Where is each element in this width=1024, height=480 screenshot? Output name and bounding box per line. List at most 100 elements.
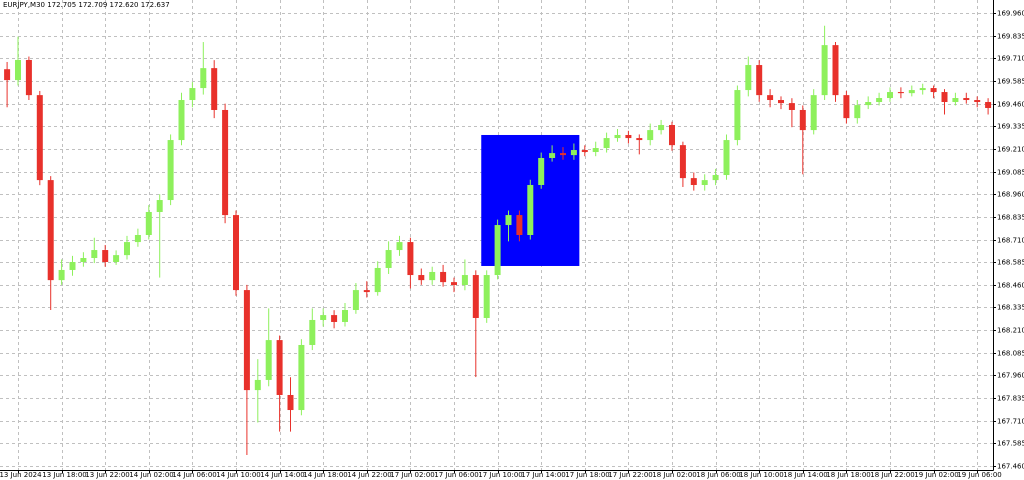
candle-body (603, 138, 610, 149)
y-tick-label: 168.835 (997, 214, 1024, 222)
candle-body (145, 211, 152, 235)
candle-body (298, 344, 305, 411)
candle-body (15, 59, 21, 81)
candle-body (788, 103, 795, 110)
candle-body (865, 102, 872, 106)
candle-body (200, 68, 207, 89)
candle-body (451, 282, 457, 286)
y-tick-label: 169.585 (997, 78, 1024, 86)
y-tick-label: 167.460 (997, 463, 1024, 471)
candle-body (320, 315, 327, 320)
y-tick-label: 169.710 (997, 55, 1024, 63)
candle-body (810, 95, 817, 131)
y-tick-label: 168.960 (997, 191, 1024, 199)
candle-body (461, 275, 468, 286)
candle-body (494, 225, 501, 276)
candle-body (701, 180, 708, 185)
x-tick-label: 14 Jun 14:00 (260, 471, 304, 479)
candle-body (418, 275, 425, 281)
y-tick-label: 168.210 (997, 327, 1024, 335)
x-tick-label: 19 Jun 06:00 (957, 471, 1001, 479)
candle-body (919, 88, 926, 91)
candle-body (113, 255, 120, 262)
candle-body (396, 242, 403, 251)
candle-body (647, 130, 654, 141)
candle-body (908, 90, 915, 94)
x-tick-label: 18 Jun 22:00 (870, 471, 914, 479)
candle-body (124, 242, 130, 256)
candle-body (516, 215, 523, 235)
candles (4, 25, 992, 455)
y-tick-label: 167.585 (997, 440, 1024, 448)
candle-body (690, 178, 697, 185)
candle-body (440, 271, 447, 283)
candle-body (472, 275, 479, 318)
candle-body (669, 125, 675, 146)
chart-title: EURJPY,M30 172.705 172.709 172.620 172.6… (3, 1, 170, 9)
candle-body (734, 90, 741, 141)
x-tick-label: 19 Jun 02:00 (914, 471, 958, 479)
candle-body (963, 98, 970, 101)
candle-body (91, 250, 98, 259)
candle-body (429, 271, 436, 281)
x-tick-label: 18 Jun 02:00 (652, 471, 696, 479)
candle-body (167, 140, 174, 201)
x-tick-label: 14 Jun 02:00 (129, 471, 173, 479)
y-tick-label: 169.835 (997, 33, 1024, 41)
candle-body (843, 95, 850, 119)
candle-body (614, 134, 621, 139)
candle-body (287, 394, 294, 411)
candle-body (570, 150, 577, 156)
candle-body (592, 148, 599, 153)
candle-body (745, 65, 752, 91)
y-tick-label: 169.460 (997, 101, 1024, 109)
candle-body (505, 215, 512, 226)
candle-body (222, 109, 229, 216)
candle-body (342, 310, 348, 322)
x-tick-label: 18 Jun 10:00 (739, 471, 783, 479)
candle-body (254, 379, 261, 391)
candle-body (211, 68, 218, 110)
candle-body (799, 109, 806, 131)
x-tick-label: 14 Jun 18:00 (303, 471, 347, 479)
candle-body (4, 69, 11, 81)
candle-body (941, 92, 948, 103)
candle-body (233, 215, 239, 291)
y-tick-label: 169.210 (997, 146, 1024, 154)
candle-body (331, 315, 338, 322)
candle-body (658, 125, 665, 131)
candle-body (636, 138, 643, 141)
candle-body (309, 319, 316, 345)
candle-body (832, 45, 839, 96)
y-tick-label: 169.960 (997, 10, 1024, 18)
y-tick-label: 167.960 (997, 372, 1024, 380)
candle-body (854, 105, 861, 119)
y-tick-label: 168.335 (997, 304, 1024, 312)
candle-body (352, 290, 359, 311)
y-tick-label: 169.085 (997, 169, 1024, 177)
y-tick-label: 168.085 (997, 350, 1024, 358)
candle-body (876, 98, 883, 103)
candle-body (778, 100, 784, 104)
candle-body (985, 102, 992, 108)
candle-body (952, 98, 959, 103)
x-tick-label: 14 Jun 06:00 (172, 471, 216, 479)
candle-body (930, 88, 937, 93)
x-tick-label: 17 Jun 02:00 (390, 471, 434, 479)
candle-body (897, 92, 904, 94)
x-tick-label: 14 Jun 22:00 (347, 471, 391, 479)
candle-body (974, 100, 981, 103)
candle-body (69, 261, 76, 270)
candle-body (134, 235, 141, 243)
candle-body (756, 65, 763, 96)
candle-body (156, 200, 163, 212)
x-tick-label: 18 Jun 06:00 (696, 471, 740, 479)
x-tick-label: 17 Jun 06:00 (434, 471, 478, 479)
candle-body (581, 150, 588, 153)
y-tick-label: 169.335 (997, 123, 1024, 131)
candle-body (374, 267, 381, 293)
candle-body (80, 258, 87, 262)
candle-body (679, 145, 686, 179)
